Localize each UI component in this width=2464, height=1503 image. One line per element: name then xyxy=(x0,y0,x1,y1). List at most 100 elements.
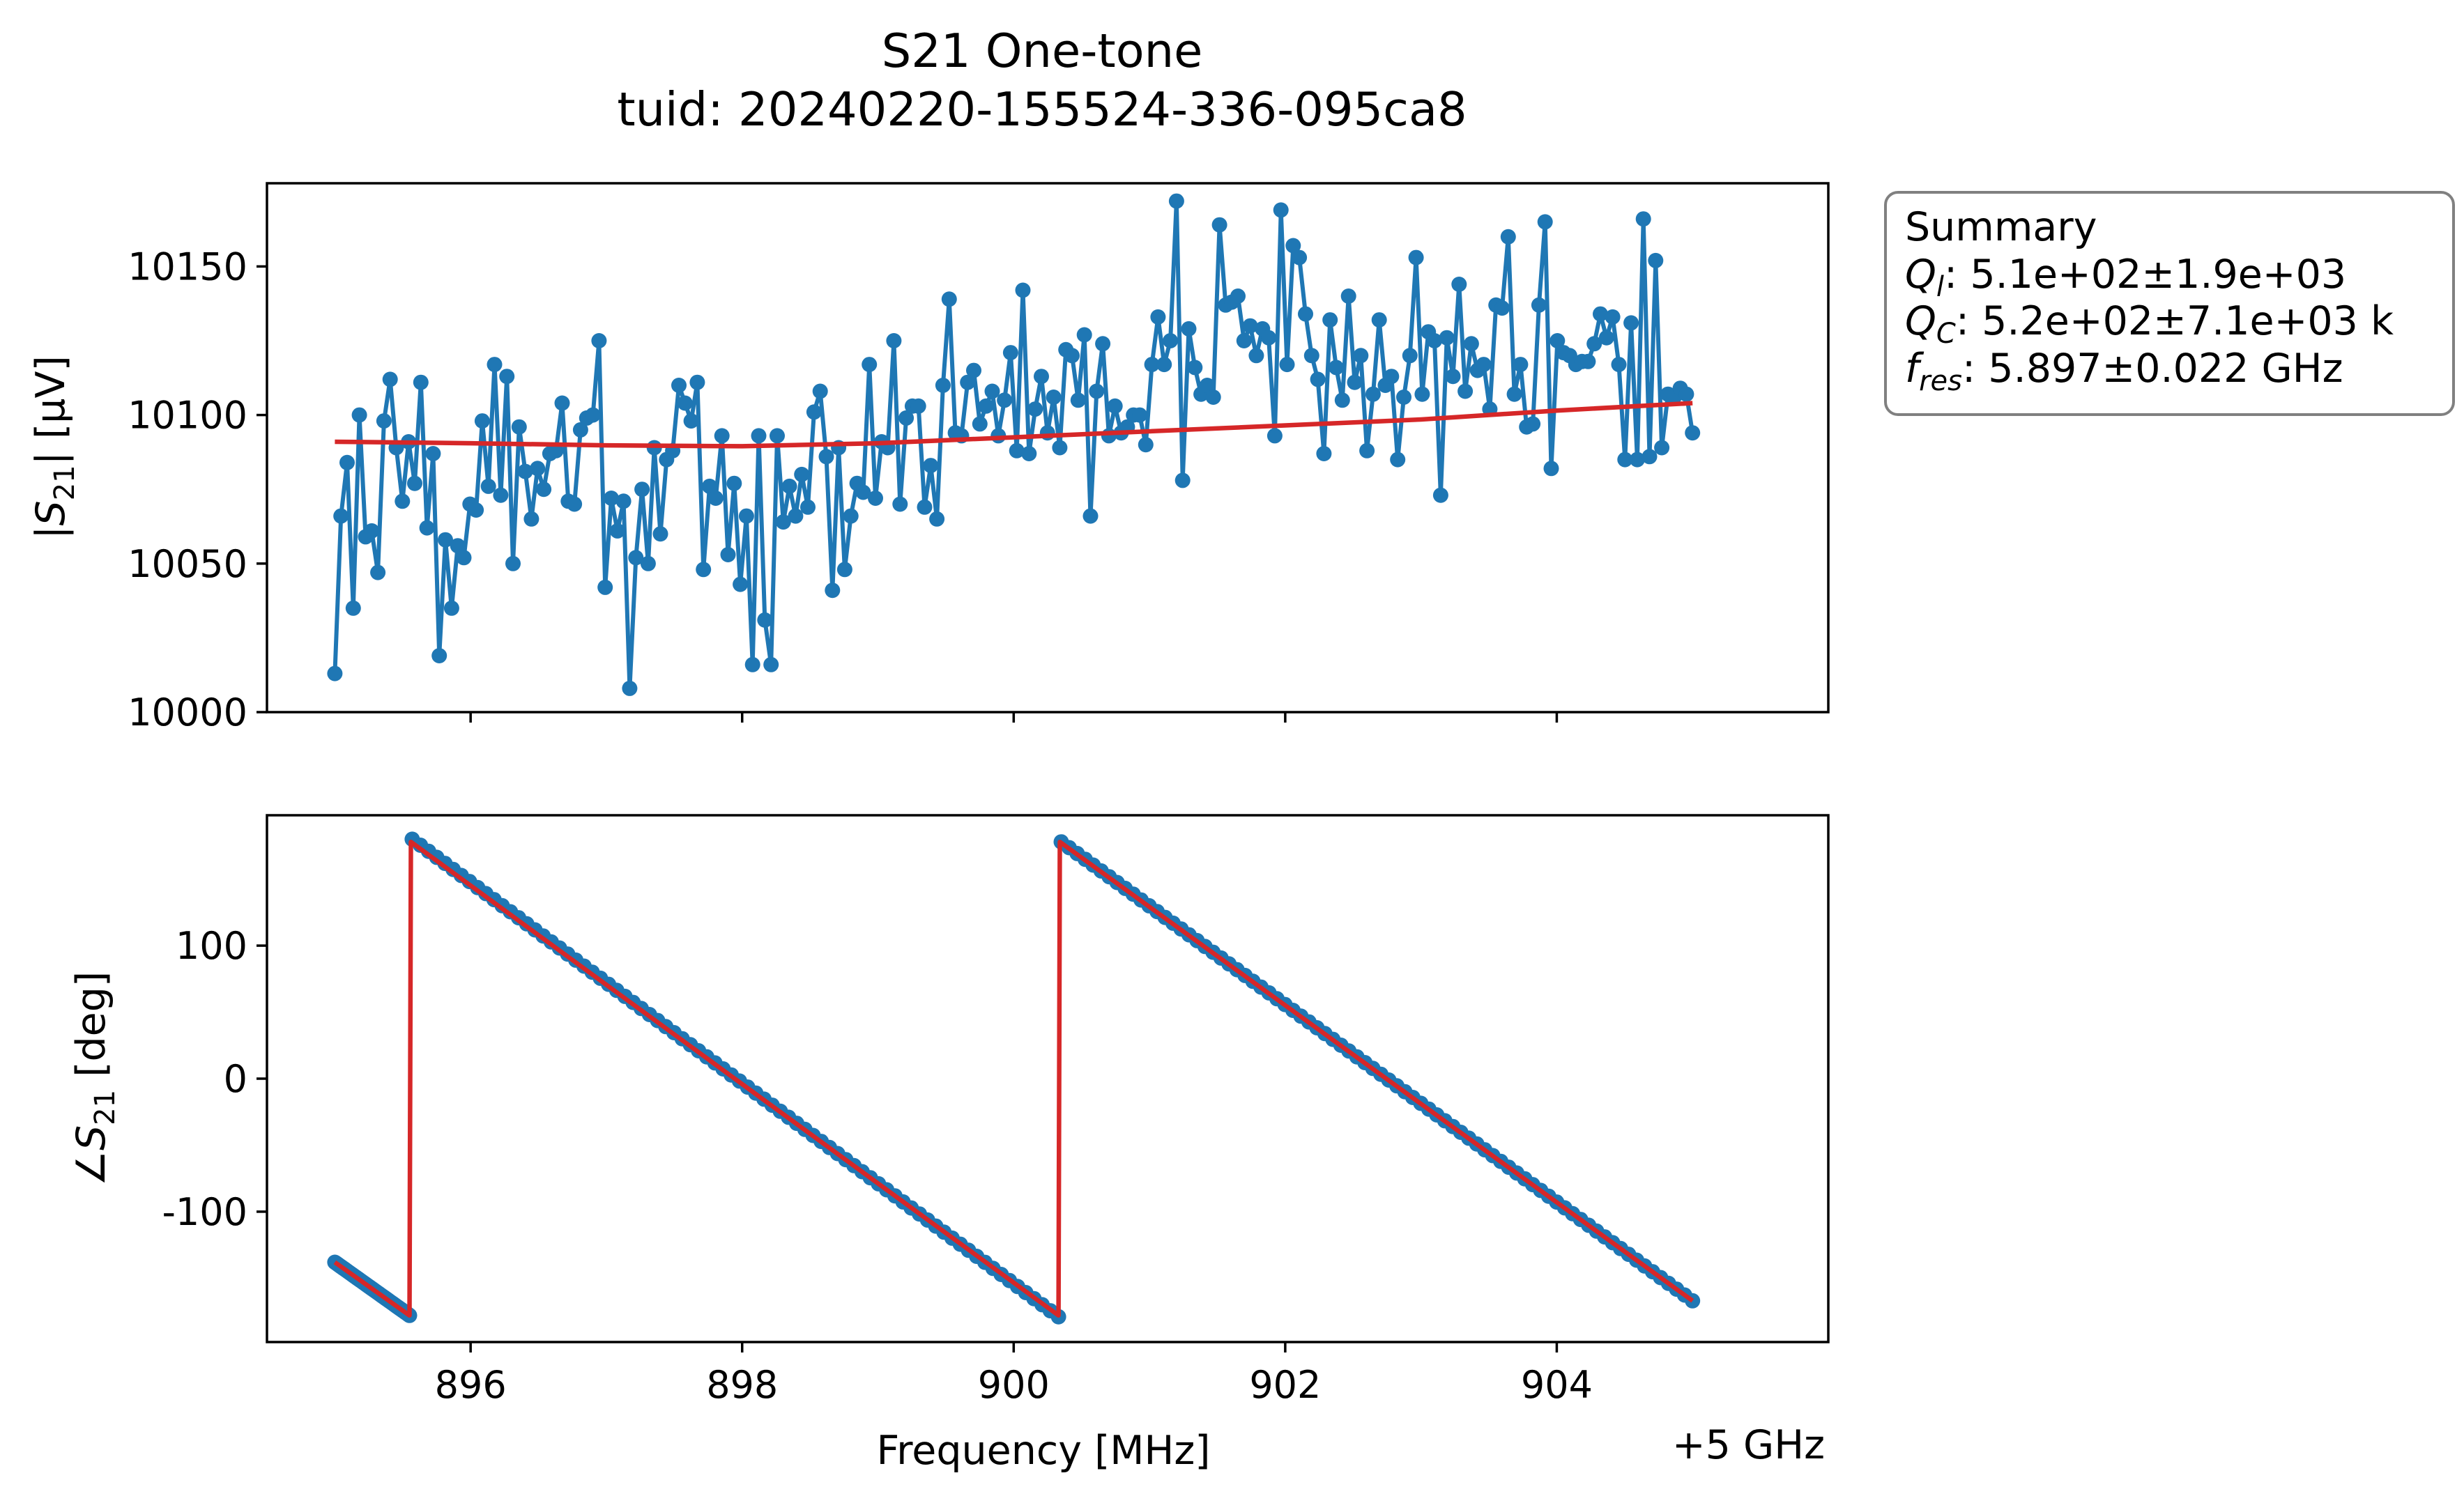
x-axis-offset-label: +5 GHz xyxy=(1672,1422,1825,1468)
magnitude-point xyxy=(1513,357,1529,373)
magnitude-series-0-line-0 xyxy=(332,199,1695,691)
magnitude-point xyxy=(997,392,1013,408)
magnitude-point xyxy=(1586,336,1602,352)
magnitude-point xyxy=(1089,383,1105,399)
magnitude-point xyxy=(855,484,871,500)
magnitude-point xyxy=(1064,348,1080,364)
magnitude-point xyxy=(652,526,668,542)
magnitude-point xyxy=(1648,252,1664,268)
magnitude-point xyxy=(1046,390,1062,405)
summary-ql-line: Ql: 5.1e+02±1.9e+03 xyxy=(1905,252,2346,303)
magnitude-point xyxy=(1168,193,1184,209)
magnitude-point xyxy=(935,378,951,393)
magnitude-point xyxy=(1322,312,1338,328)
magnitude-point xyxy=(474,413,490,429)
magnitude-point xyxy=(1605,309,1621,325)
magnitude-point xyxy=(327,665,343,681)
summary-ql-subscript: l xyxy=(1936,271,1944,303)
magnitude-point xyxy=(1457,383,1474,399)
magnitude-point xyxy=(1138,437,1154,453)
magnitude-point xyxy=(733,576,749,592)
magnitude-point xyxy=(806,404,822,420)
magnitude-point xyxy=(438,532,453,548)
magnitude-point xyxy=(1654,440,1670,456)
magnitude-point xyxy=(868,491,883,506)
magnitude-point xyxy=(1181,321,1197,337)
summary-qc-value: : 5.2e+02±7.1e+03 k xyxy=(1956,298,2394,344)
magnitude-point xyxy=(1390,452,1406,468)
magnitude-point xyxy=(345,600,361,616)
magnitude-point xyxy=(1303,348,1319,364)
magnitude-point xyxy=(1082,508,1099,524)
magnitude-point xyxy=(923,458,939,474)
magnitude-point xyxy=(696,562,712,578)
magnitude-point xyxy=(511,419,527,435)
chart-title-line-1: S21 One-tone xyxy=(882,24,1203,78)
magnitude-point xyxy=(978,398,994,414)
magnitude-point xyxy=(339,454,355,470)
magnitude-point xyxy=(364,523,380,539)
magnitude-point xyxy=(615,493,632,509)
phase-y-tick-label: 100 xyxy=(176,924,247,968)
magnitude-point xyxy=(1211,217,1227,233)
magnitude-point xyxy=(825,583,841,599)
magnitude-point xyxy=(1414,386,1430,402)
magnitude-y-tick-label: 10150 xyxy=(128,245,247,288)
magnitude-point xyxy=(1261,330,1277,346)
magnitude-point xyxy=(1580,353,1596,369)
magnitude-point xyxy=(757,612,773,628)
magnitude-point xyxy=(376,413,392,429)
magnitude-point xyxy=(1451,277,1467,292)
magnitude-point xyxy=(1549,333,1566,348)
summary-fres-subscript: res xyxy=(1919,365,1962,397)
magnitude-point xyxy=(886,333,902,348)
magnitude-point xyxy=(1009,442,1025,458)
magnitude-point xyxy=(1347,374,1363,390)
magnitude-point xyxy=(1642,449,1658,465)
magnitude-point xyxy=(591,333,607,348)
magnitude-point xyxy=(609,523,625,539)
phase-series-1-line-0 xyxy=(333,839,1694,1318)
magnitude-point xyxy=(1617,452,1633,468)
magnitude-point xyxy=(1629,452,1645,468)
magnitude-point xyxy=(726,475,742,491)
magnitude-point xyxy=(499,369,515,385)
magnitude-point xyxy=(1329,360,1344,376)
magnitude-point xyxy=(1384,369,1400,385)
summary-ql-symbol: Q xyxy=(1905,252,1936,298)
magnitude-point xyxy=(1432,487,1448,503)
magnitude-point xyxy=(738,508,754,524)
magnitude-point xyxy=(1365,386,1381,402)
magnitude-point xyxy=(720,547,736,562)
magnitude-point xyxy=(1034,369,1049,385)
magnitude-point xyxy=(1002,345,1018,361)
summary-fres-line: fres: 5.897±0.022 GHz xyxy=(1905,346,2343,397)
magnitude-point xyxy=(960,374,976,390)
magnitude-point xyxy=(1095,336,1111,352)
magnitude-point xyxy=(1494,300,1510,316)
magnitude-point xyxy=(751,428,767,444)
magnitude-point xyxy=(505,555,521,571)
summary-box: Summary Ql: 5.1e+02±1.9e+03 QC: 5.2e+02±… xyxy=(1884,191,2455,416)
magnitude-point xyxy=(1027,401,1043,417)
magnitude-point xyxy=(1408,249,1424,265)
magnitude-point xyxy=(413,374,429,390)
magnitude-point xyxy=(677,395,693,411)
magnitude-point xyxy=(1187,360,1203,376)
phase-y-axis-label: ∠S21 [deg] xyxy=(68,971,121,1186)
magnitude-point xyxy=(1445,369,1461,385)
magnitude-point xyxy=(1543,461,1559,477)
magnitude-point xyxy=(1076,327,1092,343)
magnitude-point xyxy=(1015,282,1031,298)
magnitude-point xyxy=(395,493,411,509)
summary-box-frame xyxy=(1884,191,2455,416)
magnitude-point xyxy=(1427,333,1442,348)
summary-ql-value: : 5.1e+02±1.9e+03 xyxy=(1944,252,2346,298)
magnitude-point xyxy=(1353,348,1369,364)
magnitude-point xyxy=(1205,390,1221,405)
magnitude-point xyxy=(456,550,472,566)
magnitude-point xyxy=(1593,306,1608,322)
magnitude-point xyxy=(585,407,601,423)
magnitude-point xyxy=(370,564,386,580)
